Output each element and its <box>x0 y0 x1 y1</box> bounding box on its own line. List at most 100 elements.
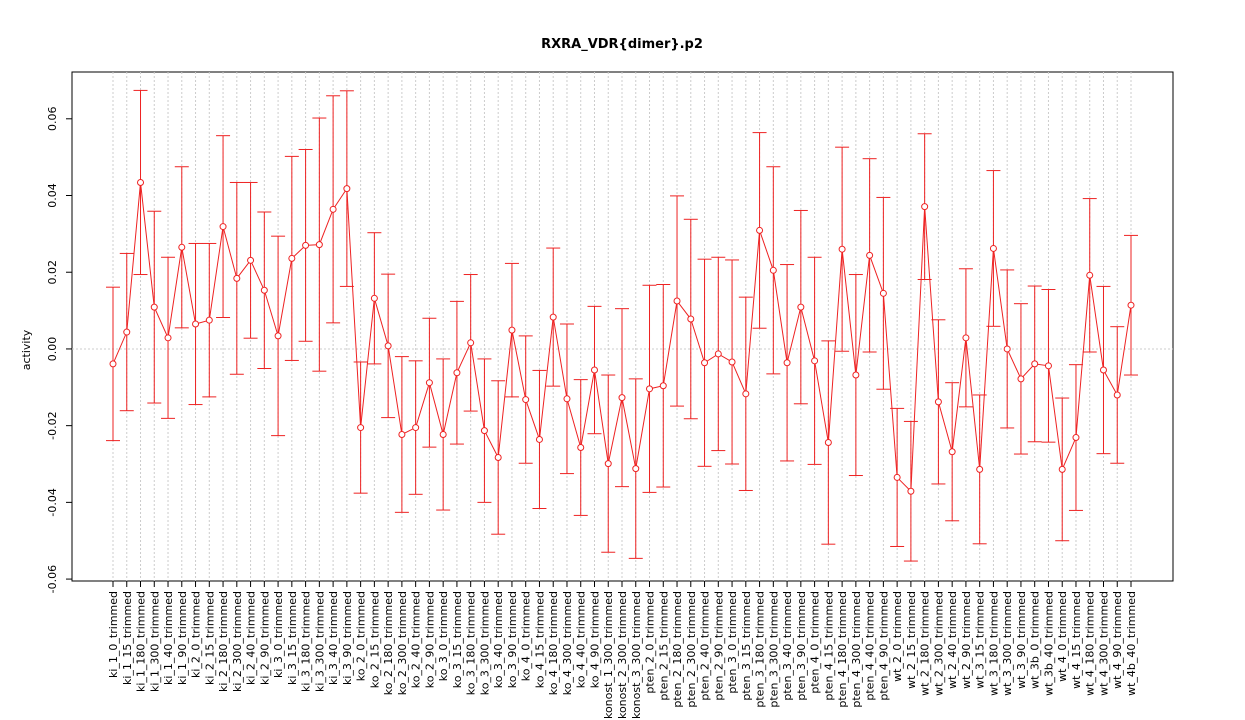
point <box>756 226 764 234</box>
point <box>315 241 323 249</box>
point <box>742 390 750 398</box>
x-tick-label: ki_1_40_trimmed <box>162 591 175 685</box>
point <box>838 245 846 253</box>
y-tick-label: -0.06 <box>46 565 59 593</box>
point <box>535 435 543 443</box>
point <box>425 379 433 387</box>
x-tick-label: ki_3_40_trimmed <box>327 591 340 685</box>
x-tick-label: ki_3_90_trimmed <box>341 591 354 685</box>
point <box>1017 375 1025 383</box>
x-tick-label: wt_2_180_trimmed <box>919 591 932 696</box>
point <box>467 339 475 347</box>
x-tick-label: pten_3_0_trimmed <box>726 591 739 694</box>
point <box>659 382 667 390</box>
x-tick-label: ko_3_300_trimmed <box>478 591 491 695</box>
point <box>398 430 406 438</box>
x-tick-label: wt_3b_0_trimmed <box>1029 591 1042 689</box>
point <box>219 223 227 231</box>
point <box>852 371 860 379</box>
x-tick-label: ko_4_180_trimmed <box>547 591 560 695</box>
x-tick-label: ki_2_0_trimmed <box>190 591 203 678</box>
point <box>205 316 213 324</box>
point <box>384 342 392 350</box>
x-tick-label: ki_1_15_trimmed <box>121 591 134 685</box>
y-axis-label: activity <box>20 329 33 370</box>
x-tick-label: ko_3_0_trimmed <box>437 591 450 681</box>
x-tick-label: wt_4_300_trimmed <box>1097 591 1110 696</box>
x-tick-label: ki_1_90_trimmed <box>176 591 189 685</box>
x-tick-label: ki_2_15_trimmed <box>203 591 216 685</box>
x-tick-label: pten_2_0_trimmed <box>644 591 657 694</box>
x-tick-label: wt_2_40_trimmed <box>946 591 959 689</box>
x-tick-label: wt_4_90_trimmed <box>1111 591 1124 689</box>
x-tick-label: wt_2_90_trimmed <box>960 591 973 689</box>
x-tick-label: ki_3_180_trimmed <box>300 591 313 692</box>
y-tick-label: -0.02 <box>46 411 59 439</box>
point <box>701 359 709 367</box>
x-tick-label: ko_2_0_trimmed <box>355 591 368 681</box>
point <box>370 294 378 302</box>
x-tick-label: pten_4_40_trimmed <box>864 591 877 701</box>
x-tick-label: ko_4_15_trimmed <box>533 591 546 688</box>
x-tick-label: ko_2_180_trimmed <box>382 591 395 695</box>
point <box>879 289 887 297</box>
point <box>921 203 929 211</box>
x-tick-label: ki_2_180_trimmed <box>217 591 230 692</box>
point <box>907 487 915 495</box>
point <box>934 398 942 406</box>
y-tick-label: 0.04 <box>46 183 59 208</box>
point <box>453 369 461 377</box>
point <box>1003 345 1011 353</box>
point <box>577 444 585 452</box>
x-tick-label: pten_3_180_trimmed <box>754 591 767 708</box>
point <box>1058 465 1066 473</box>
x-tick-label: ki_2_40_trimmed <box>245 591 258 685</box>
point <box>1031 360 1039 368</box>
x-tick-label: ko_3_15_trimmed <box>451 591 464 688</box>
point <box>563 395 571 403</box>
point <box>247 256 255 264</box>
point <box>604 460 612 468</box>
point <box>948 448 956 456</box>
point <box>687 315 695 323</box>
x-tick-label: ko_2_15_trimmed <box>368 591 381 688</box>
x-tick-label: pten_4_0_trimmed <box>809 591 822 694</box>
x-tick-label: ki_1_180_trimmed <box>135 591 148 692</box>
point <box>976 465 984 473</box>
point <box>412 424 420 432</box>
point <box>274 332 282 340</box>
x-tick-label: konost_1_300_trimmed <box>602 591 615 719</box>
point <box>109 360 117 368</box>
x-tick-label: ki_1_0_trimmed <box>107 591 120 678</box>
x-tick-label: wt_4b_40_trimmed <box>1125 591 1138 696</box>
x-tick-label: wt_3_90_trimmed <box>1015 591 1028 689</box>
x-tick-label: konost_3_300_trimmed <box>630 591 643 719</box>
x-tick-label: ki_2_90_trimmed <box>258 591 271 685</box>
point <box>866 251 874 259</box>
x-tick-label: wt_4_0_trimmed <box>1056 591 1069 682</box>
x-tick-label: ko_3_40_trimmed <box>492 591 505 688</box>
point <box>150 303 158 311</box>
x-tick-label: pten_4_300_trimmed <box>850 591 863 708</box>
x-tick-label: pten_2_300_trimmed <box>685 591 698 708</box>
x-tick-label: wt_3b_40_trimmed <box>1042 591 1055 696</box>
point <box>123 328 131 336</box>
point <box>962 334 970 342</box>
x-tick-label: pten_2_15_trimmed <box>657 591 670 701</box>
x-tick-label: ki_3_15_trimmed <box>286 591 299 685</box>
point <box>302 241 310 249</box>
point <box>632 465 640 473</box>
point <box>288 254 296 262</box>
point <box>508 326 516 334</box>
y-tick-label: -0.04 <box>46 488 59 516</box>
x-tick-label: wt_2_0_trimmed <box>891 591 904 682</box>
x-tick-label: pten_4_180_trimmed <box>836 591 849 708</box>
point <box>357 424 365 432</box>
x-tick-label: ko_3_180_trimmed <box>465 591 478 695</box>
x-tick-label: pten_3_300_trimmed <box>767 591 780 708</box>
x-tick-label: pten_2_90_trimmed <box>712 591 725 701</box>
point <box>494 453 502 461</box>
x-tick-label: wt_3_300_trimmed <box>1001 591 1014 696</box>
x-tick-label: pten_4_15_trimmed <box>822 591 835 701</box>
